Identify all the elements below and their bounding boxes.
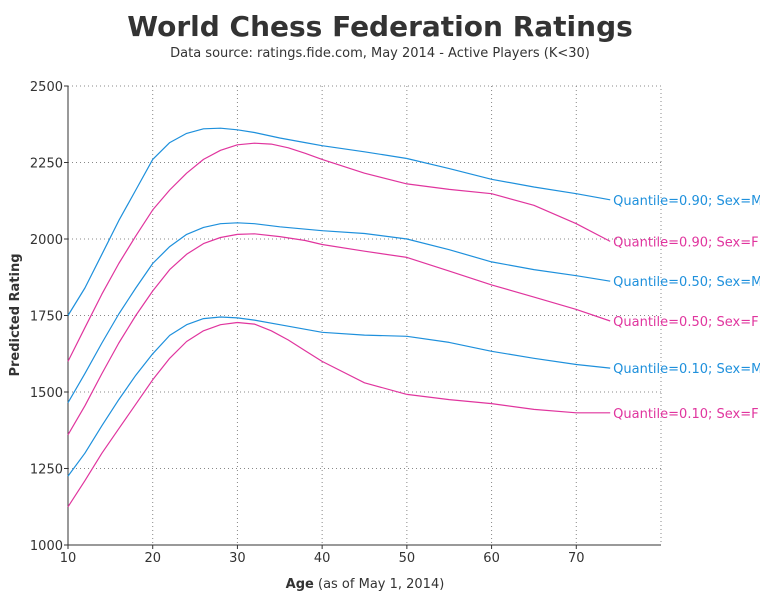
series-label-2: Quantile=0.90; Sex=F <box>613 235 758 250</box>
x-tick-label: 70 <box>568 551 585 566</box>
series-line-3 <box>67 222 611 404</box>
x-tick-label: 10 <box>60 551 77 566</box>
series-line-1 <box>67 127 611 316</box>
series-label-1: Quantile=0.90; Sex=M <box>613 194 760 209</box>
x-axis-label-bold: Age <box>286 577 314 592</box>
x-axis-label-rest: (as of May 1, 2014) <box>314 577 444 592</box>
tick-layer: 10 20 30 40 50 60 70 1000 1250 1500 1750 2000 2250 25… <box>30 80 585 566</box>
y-tick-label: 2500 <box>30 80 63 95</box>
x-tick-label: 60 <box>483 551 500 566</box>
x-tick-label: 50 <box>399 551 416 566</box>
x-tick-label: 30 <box>229 551 246 566</box>
series-layer <box>67 127 611 508</box>
y-axis-label: Predicted Rating <box>8 253 23 376</box>
y-tick-label: 1000 <box>30 539 63 554</box>
x-tick-label: 20 <box>144 551 161 566</box>
series-label-6: Quantile=0.10; Sex=F <box>613 407 758 422</box>
series-line-6 <box>67 321 611 508</box>
x-axis-label: Age (as of May 1, 2014) <box>286 577 445 592</box>
chart-title: World Chess Federation Ratings <box>127 10 633 43</box>
series-label-4: Quantile=0.50; Sex=F <box>613 315 758 330</box>
x-tick-label: 40 <box>314 551 331 566</box>
chart-subtitle: Data source: ratings.fide.com, May 2014 … <box>170 46 590 61</box>
series-line-5 <box>67 316 611 477</box>
y-tick-label: 1750 <box>30 310 63 325</box>
series-label-5: Quantile=0.10; Sex=M <box>613 362 760 377</box>
y-tick-label: 1250 <box>30 463 63 478</box>
label-layer: Quantile=0.90; Sex=M Quantile=0.90; Sex=F… <box>613 194 760 422</box>
series-label-3: Quantile=0.50; Sex=M <box>613 275 760 290</box>
y-tick-label: 2000 <box>30 233 63 248</box>
series-line-4 <box>67 233 611 436</box>
series-line-2 <box>67 142 611 362</box>
y-tick-label: 2250 <box>30 157 63 172</box>
y-tick-label: 1500 <box>30 386 63 401</box>
